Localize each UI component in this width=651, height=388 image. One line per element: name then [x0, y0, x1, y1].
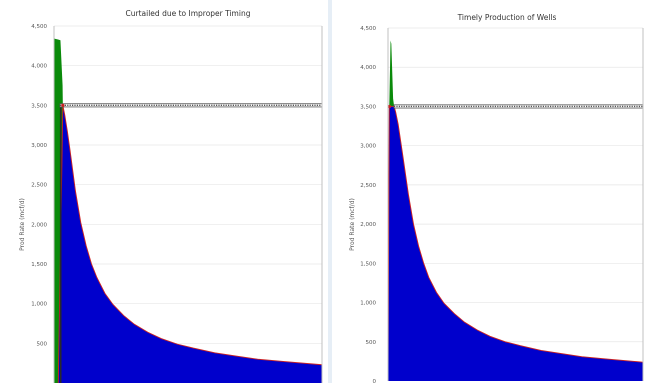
- y-tick-label: 3,000: [360, 144, 376, 150]
- series-gap-strip: [59, 105, 62, 383]
- y-axis-label: Prod Rate (mcf/d): [19, 198, 26, 251]
- y-tick-label: 4,000: [360, 65, 376, 71]
- y-tick-label: 4,000: [31, 64, 47, 70]
- y-tick-label: 1,500: [360, 261, 376, 267]
- series-area-blue: [58, 105, 323, 383]
- y-tick-label: 4,500: [360, 26, 376, 32]
- y-tick-label: 2,000: [31, 222, 47, 228]
- panel-divider: [328, 0, 332, 383]
- chart-title: Curtailed due to Improper Timing: [126, 9, 251, 18]
- series-outline: [57, 105, 323, 384]
- y-tick-label: 2,000: [360, 222, 376, 228]
- y-tick-label: 0: [373, 379, 377, 383]
- y-tick-label: 3,000: [31, 143, 47, 149]
- y-tick-label: 500: [37, 341, 48, 347]
- y-tick-label: 1,000: [31, 302, 47, 308]
- series-area-blue: [388, 106, 643, 381]
- chart-curtailed: Curtailed due to Improper Timing 500 1,000…: [19, 9, 323, 384]
- chart-panel-timely: Timely Production of Wells 0 500 1,000 1,500…: [334, 0, 651, 385]
- y-tick-label: 1,000: [360, 301, 376, 307]
- chart-title: Timely Production of Wells: [457, 13, 557, 22]
- y-tick-label: 2,500: [31, 183, 47, 189]
- y-tick-label: 500: [366, 340, 377, 346]
- chart-panel-curtailed: Curtailed due to Improper Timing 500 1,000…: [0, 0, 326, 384]
- y-tick-label: 3,500: [360, 104, 376, 110]
- y-tick-label: 3,500: [31, 103, 47, 109]
- y-axis-label: Prod Rate (mcf/d): [349, 198, 356, 251]
- y-tick-label: 4,500: [31, 24, 47, 30]
- chart-timely: Timely Production of Wells 0 500 1,000 1,500…: [349, 13, 644, 385]
- series-outline: [387, 105, 644, 382]
- y-tick-label: 1,500: [31, 262, 47, 268]
- capacity-marker: [61, 103, 65, 107]
- capacity-marker: [387, 104, 392, 109]
- y-tick-label: 2,500: [360, 183, 376, 189]
